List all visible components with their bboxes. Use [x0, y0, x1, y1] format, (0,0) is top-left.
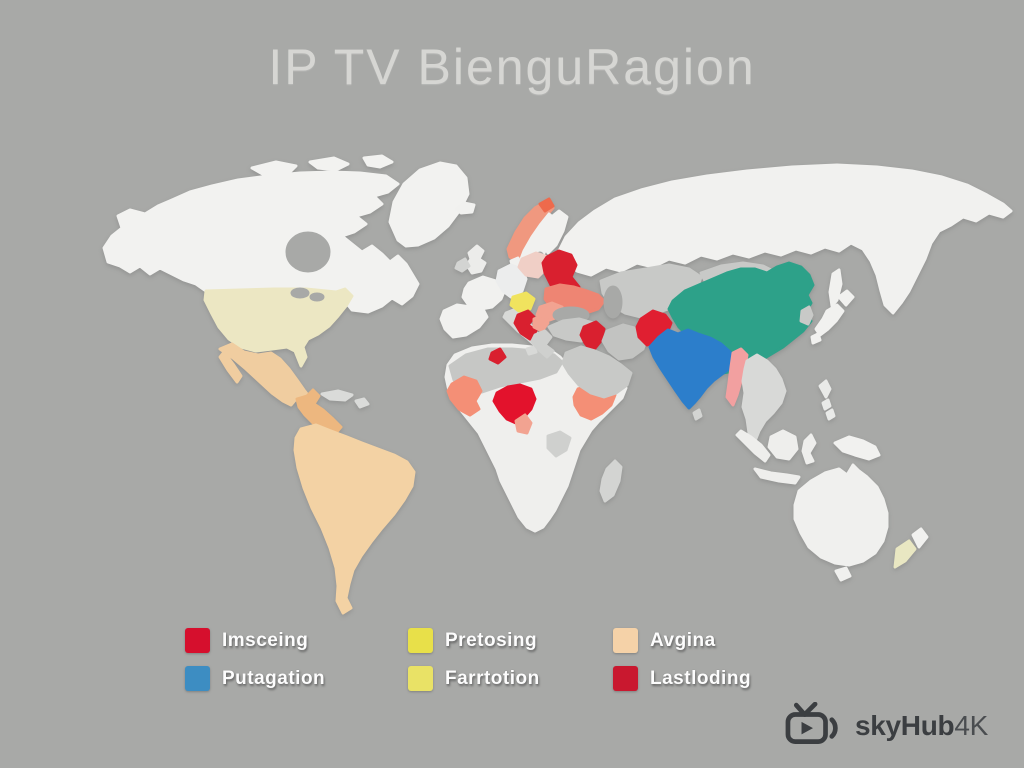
brand-name: skyHub	[854, 710, 955, 741]
region-norway-cap	[538, 197, 555, 213]
region-usa	[203, 287, 354, 368]
region-finland	[540, 209, 569, 255]
region-iran	[601, 323, 649, 361]
legend-item: Putagation	[185, 666, 408, 691]
region-serbia	[532, 313, 550, 333]
legend-swatch-red-2	[613, 666, 638, 691]
legend-label: Lastloding	[650, 667, 752, 689]
region-korea	[799, 305, 814, 326]
region-australia	[793, 463, 889, 567]
legend-label: Avgina	[650, 629, 716, 651]
region-arctic-island	[362, 154, 394, 169]
legend-swatch-yellow	[408, 628, 433, 653]
region-uk	[465, 244, 487, 275]
region-arctic-island	[308, 156, 350, 172]
region-russia	[556, 163, 1013, 315]
region-central-america	[295, 388, 343, 436]
region-arabia	[561, 345, 633, 399]
region-hispaniola	[354, 397, 370, 409]
legend-item: Pretosing	[408, 628, 613, 653]
region-sumatra	[735, 429, 771, 463]
legend-label: Imsceing	[222, 629, 309, 651]
region-greece	[530, 329, 555, 359]
tv-play-icon	[785, 702, 838, 744]
region-borneo	[767, 429, 799, 461]
region-iberia	[439, 303, 489, 339]
legend-item: Avgina	[613, 628, 843, 653]
legend-item: Lastloding	[613, 666, 843, 691]
region-sulawesi	[801, 433, 817, 465]
legend-item: Imsceing	[185, 628, 408, 653]
brand-logo: skyHub4K	[781, 702, 988, 750]
region-ireland	[454, 257, 471, 273]
region-west-europe	[461, 275, 507, 311]
map-legend: Imsceing Pretosing Avgina Putagation Far…	[185, 628, 843, 691]
region-nz-north	[911, 527, 929, 549]
legend-swatch-peach	[613, 628, 638, 653]
region-south-america	[293, 423, 416, 615]
region-arctic-island	[250, 160, 298, 178]
region-philippines	[821, 398, 832, 411]
region-croatia	[513, 309, 538, 341]
region-madagascar	[599, 459, 623, 503]
region-germany	[495, 263, 528, 299]
great-lake	[290, 287, 310, 299]
region-japan-honshu	[814, 303, 845, 337]
region-philippines	[818, 379, 832, 399]
region-cuba	[320, 389, 354, 402]
region-japan-kyushu	[810, 332, 822, 345]
region-poland	[517, 251, 550, 279]
region-sicily	[525, 345, 538, 356]
region-indochina	[741, 353, 787, 443]
legend-label: Farrtotion	[445, 667, 540, 689]
region-syria	[579, 320, 606, 354]
region-new-guinea	[833, 435, 881, 461]
region-india-pakistan	[648, 328, 736, 410]
region-iceland	[454, 201, 476, 215]
legend-label: Putagation	[222, 667, 326, 689]
region-baja	[218, 350, 243, 384]
legend-swatch-red	[185, 628, 210, 653]
great-lake	[309, 292, 325, 302]
region-tunisia	[488, 347, 507, 365]
region-nigeria	[492, 383, 537, 425]
region-cameroon	[514, 413, 533, 435]
region-greenland	[388, 161, 470, 248]
region-sri-lanka	[692, 408, 703, 421]
legend-label: Pretosing	[445, 629, 538, 651]
region-nz-south	[893, 539, 917, 569]
brand-logo-text: skyHub4K	[855, 710, 988, 742]
region-sakhalin	[828, 268, 843, 308]
region-japan-hokkaido	[837, 289, 855, 307]
region-yellow-patch	[509, 291, 536, 313]
region-java	[753, 467, 801, 485]
legend-item: Farrtotion	[408, 666, 613, 691]
region-philippines	[825, 408, 836, 421]
caspian-sea	[603, 285, 623, 319]
brand-suffix: 4K	[954, 710, 988, 741]
region-tasmania	[834, 566, 852, 582]
region-myanmar	[725, 347, 749, 407]
hudson-bay	[285, 231, 331, 273]
region-guinea	[446, 375, 483, 417]
page-title: IP TV BienguRagion	[268, 39, 756, 95]
legend-swatch-yellow-2	[408, 666, 433, 691]
region-east-africa	[546, 430, 572, 458]
legend-swatch-blue	[185, 666, 210, 691]
